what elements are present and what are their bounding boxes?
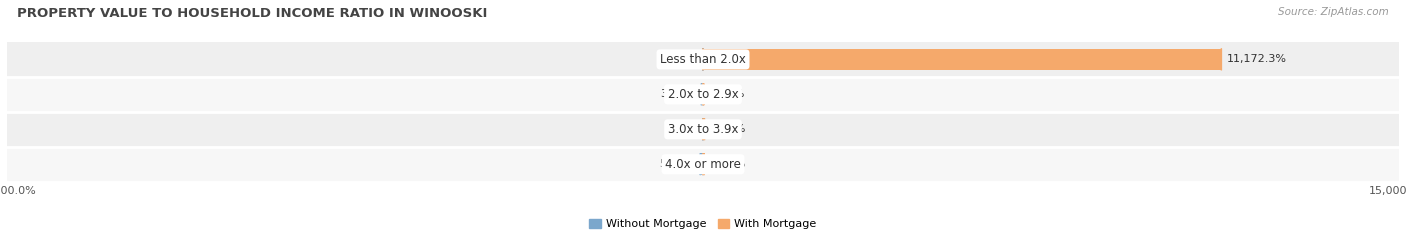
- Text: Less than 2.0x: Less than 2.0x: [659, 53, 747, 66]
- Bar: [7, 42, 1399, 77]
- Text: 33.7%: 33.7%: [661, 89, 696, 99]
- Bar: [7, 112, 1399, 147]
- Bar: [7, 77, 1399, 112]
- Text: 5.4%: 5.4%: [669, 124, 697, 134]
- Text: 16.7%: 16.7%: [710, 89, 745, 99]
- Bar: [703, 49, 1222, 70]
- Bar: [702, 83, 703, 105]
- Bar: [700, 153, 703, 175]
- Bar: [7, 147, 1399, 182]
- Text: 11,172.3%: 11,172.3%: [1227, 55, 1286, 64]
- Text: PROPERTY VALUE TO HOUSEHOLD INCOME RATIO IN WINOOSKI: PROPERTY VALUE TO HOUSEHOLD INCOME RATIO…: [17, 7, 488, 20]
- Bar: [703, 118, 704, 140]
- Text: 57.2%: 57.2%: [659, 159, 695, 169]
- Text: 3.7%: 3.7%: [669, 55, 697, 64]
- Text: Source: ZipAtlas.com: Source: ZipAtlas.com: [1278, 7, 1389, 17]
- Text: 27.3%: 27.3%: [710, 159, 745, 169]
- Text: 3.0x to 3.9x: 3.0x to 3.9x: [668, 123, 738, 136]
- Text: 2.0x to 2.9x: 2.0x to 2.9x: [668, 88, 738, 101]
- Text: 31.7%: 31.7%: [710, 124, 745, 134]
- Text: 4.0x or more: 4.0x or more: [665, 158, 741, 171]
- Legend: Without Mortgage, With Mortgage: Without Mortgage, With Mortgage: [589, 219, 817, 229]
